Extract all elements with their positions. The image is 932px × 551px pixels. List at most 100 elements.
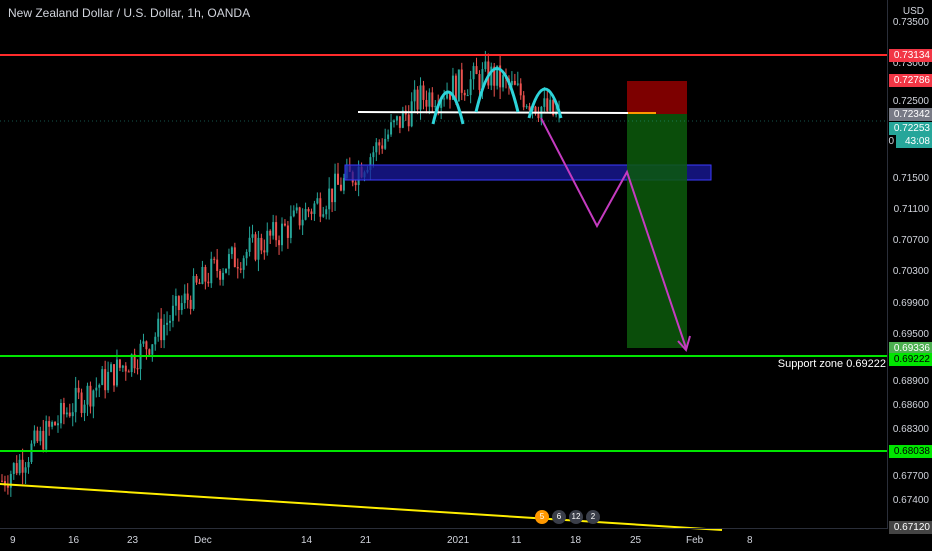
price-scale[interactable]: USD 0.73500 0.73000 0.72500 0.71500 0.71… [887,0,932,534]
candle-body [54,422,57,426]
candle-body [192,276,195,309]
candle-body [428,92,431,107]
candle-body [516,83,519,85]
entry-price-tag: 0.72342 [889,108,932,121]
event-icon[interactable]: 2 [586,510,600,524]
candle-body [522,95,525,108]
projection-arrowhead [677,335,691,353]
time-tick: Feb [686,535,704,546]
candle-body [546,98,549,111]
candle-body [472,66,475,80]
candle-body [378,142,381,146]
currency-label: USD [902,6,924,17]
candle-body [12,463,15,475]
candle-body [9,474,12,488]
candle-body [283,223,286,226]
candle-body [510,80,513,86]
price-tick: 0.70300 [892,266,929,277]
candle-body [295,207,298,211]
event-icon[interactable]: 6 [552,510,566,524]
candle-body [201,266,204,284]
candle-body [51,422,54,427]
candle-body [86,385,89,405]
support-zone-label: Support zone 0.69222 [777,358,886,370]
candle-body [369,157,372,170]
candle-body [157,318,160,337]
price-tick: 0.70700 [892,235,929,246]
candle-body [104,369,107,391]
candle-body [118,359,121,368]
candle-body [337,173,339,185]
candle-body [169,320,171,323]
candle-body [552,99,555,116]
candle-body [136,368,139,370]
candle-body [180,303,183,311]
candle-body [466,95,469,97]
candle-body [71,412,74,417]
candle-body [381,145,384,149]
candle-body [434,106,437,108]
lower-support-price-tag: 0.68038 [889,445,932,458]
candle-body [222,272,225,280]
candle-body [543,98,546,107]
event-icon[interactable]: 12 [569,510,583,524]
candle-body [519,83,522,96]
candle-body [496,65,499,86]
countdown-tag: 43:08 [896,135,932,148]
event-icon[interactable]: 5 [535,510,549,524]
candle-body [528,106,531,111]
candle-body [292,210,295,217]
candle-body [254,234,257,260]
candle-body [484,61,487,70]
candle-body [469,79,472,96]
event-icons[interactable]: 5 6 12 2 [535,510,600,524]
candle-body [6,485,9,488]
candle-body [251,234,254,238]
candle-body [334,173,337,203]
candle-body [107,371,110,391]
candle-body [460,69,463,93]
candle-body [245,251,248,259]
candle-body [204,266,207,282]
stop-loss-zone [627,81,687,114]
candle-body [213,258,216,260]
candle-body [80,392,83,413]
candle-body [163,324,166,341]
candle-body [443,98,446,100]
candle-body [198,282,201,284]
candle-body [15,463,18,474]
candle-body [101,369,104,385]
candle-body [210,258,213,284]
candle-body [325,209,328,215]
yellow-trendline [0,483,723,531]
candle-body [449,92,451,100]
candle-body [77,387,80,393]
time-axis[interactable]: 9 16 23 Dec 14 21 2021 11 18 25 Feb 8 [0,528,888,551]
time-tick: 16 [68,535,80,546]
candle-body [401,110,404,128]
candle-body [372,152,375,158]
candle-body [230,247,233,255]
candle-body [413,89,416,102]
candle-body [177,296,180,311]
candle-body [354,182,357,186]
blue-support-zone [344,164,712,181]
candle-body [322,214,325,217]
price-tick: 0.69900 [892,298,929,309]
price-tick: 0.73000 [892,58,929,69]
candle-body [216,259,219,271]
time-tick: 8 [747,535,753,546]
price-tick: 0.68600 [892,400,929,411]
trendline-price-tag: 0.67120 [889,521,932,534]
candle-body [475,66,478,75]
candle-body [113,364,115,386]
candle-body [83,404,86,413]
candle-body [266,230,269,253]
support-price-tag: 0.69222 [889,353,932,366]
candle-body [124,365,127,372]
candle-body [183,293,186,304]
candle-body [239,268,242,270]
candle-body [39,430,42,442]
candle-body [463,92,466,96]
